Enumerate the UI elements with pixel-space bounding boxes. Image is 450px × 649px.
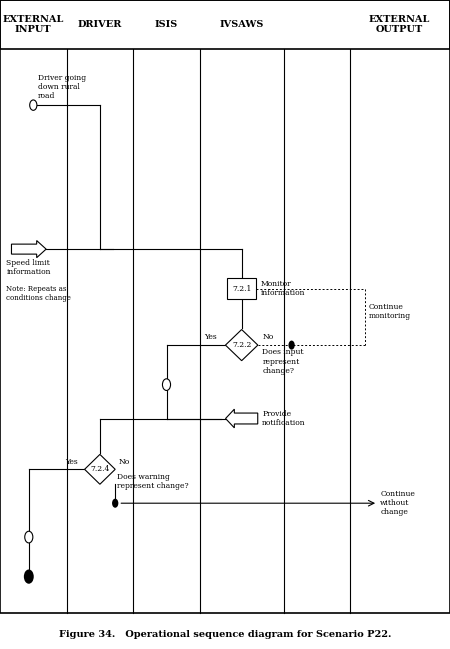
- Text: Yes: Yes: [65, 458, 78, 465]
- Text: 7.2.1: 7.2.1: [232, 285, 252, 293]
- Bar: [228, 278, 256, 299]
- Circle shape: [162, 379, 171, 391]
- Text: 7.2.2: 7.2.2: [232, 341, 252, 349]
- Text: DRIVER: DRIVER: [78, 20, 122, 29]
- Circle shape: [112, 498, 118, 508]
- Circle shape: [24, 569, 34, 583]
- Polygon shape: [225, 409, 258, 428]
- Text: Does warning
represent change?: Does warning represent change?: [117, 472, 189, 490]
- Circle shape: [30, 100, 37, 110]
- Text: Yes: Yes: [204, 334, 216, 341]
- Text: Figure 34.   Operational sequence diagram for Scenario P22.: Figure 34. Operational sequence diagram …: [59, 630, 391, 639]
- Text: Speed limit
information: Speed limit information: [6, 259, 51, 276]
- Text: Driver going
down rural
road: Driver going down rural road: [38, 73, 86, 100]
- Text: ISIS: ISIS: [155, 20, 178, 29]
- Polygon shape: [85, 454, 115, 484]
- Text: EXTERNAL
INPUT: EXTERNAL INPUT: [3, 15, 64, 34]
- Text: Provide
notification: Provide notification: [262, 410, 306, 427]
- Polygon shape: [225, 330, 258, 361]
- Circle shape: [288, 341, 295, 350]
- Text: Monitor
information: Monitor information: [260, 280, 305, 297]
- Text: EXTERNAL
OUTPUT: EXTERNAL OUTPUT: [369, 15, 430, 34]
- Circle shape: [25, 532, 33, 543]
- Text: No: No: [262, 334, 274, 341]
- Text: IVSAWS: IVSAWS: [220, 20, 264, 29]
- Text: Continue
monitoring: Continue monitoring: [369, 302, 411, 320]
- Text: No: No: [119, 458, 130, 465]
- Bar: [0, 0, 450, 49]
- Polygon shape: [11, 241, 46, 258]
- Text: Does input
represent
change?: Does input represent change?: [262, 349, 304, 374]
- Text: 7.2.4: 7.2.4: [90, 465, 110, 473]
- Text: Continue
without
change: Continue without change: [380, 490, 415, 517]
- Text: Note: Repeats as
conditions change: Note: Repeats as conditions change: [6, 285, 71, 302]
